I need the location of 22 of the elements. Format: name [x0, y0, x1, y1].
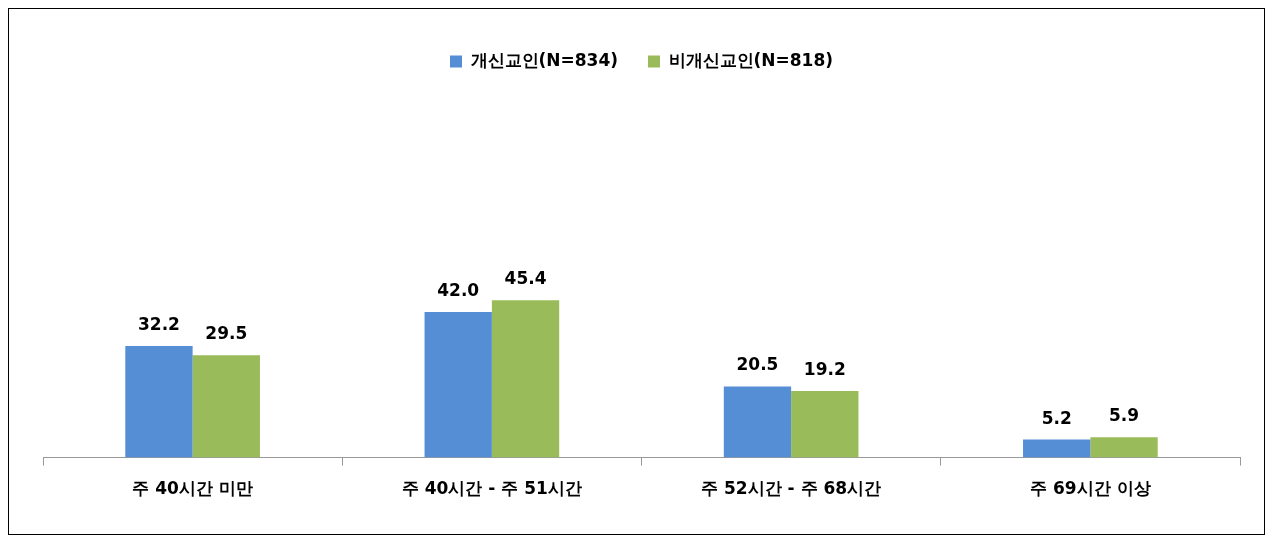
data-label: 32.2	[137, 313, 180, 334]
bar	[491, 300, 560, 458]
bar	[125, 346, 193, 458]
bar	[424, 312, 492, 458]
x-tick-label: 주 40시간 미만	[132, 478, 253, 499]
legend-label: 비개신교인(N=818)	[668, 49, 833, 70]
data-label: 20.5	[736, 354, 779, 375]
data-label: 5.9	[1108, 405, 1140, 426]
x-tick-label: 주 69시간 이상	[1030, 478, 1151, 499]
data-label: 42.0	[437, 279, 480, 300]
data-label: 29.5	[205, 323, 248, 344]
data-label: 45.4	[504, 268, 547, 289]
bar	[1090, 437, 1158, 458]
bar	[192, 355, 260, 458]
data-label: 5.2	[1041, 407, 1072, 428]
x-tick-label: 주 52시간 - 주 68시간	[701, 478, 882, 499]
bar	[723, 386, 792, 458]
legend-label: 개신교인(N=834)	[470, 49, 618, 70]
x-tick-label: 주 40시간 - 주 51시간	[401, 478, 582, 499]
data-label: 19.2	[803, 358, 846, 379]
bar	[791, 391, 859, 458]
bar	[1023, 439, 1091, 458]
